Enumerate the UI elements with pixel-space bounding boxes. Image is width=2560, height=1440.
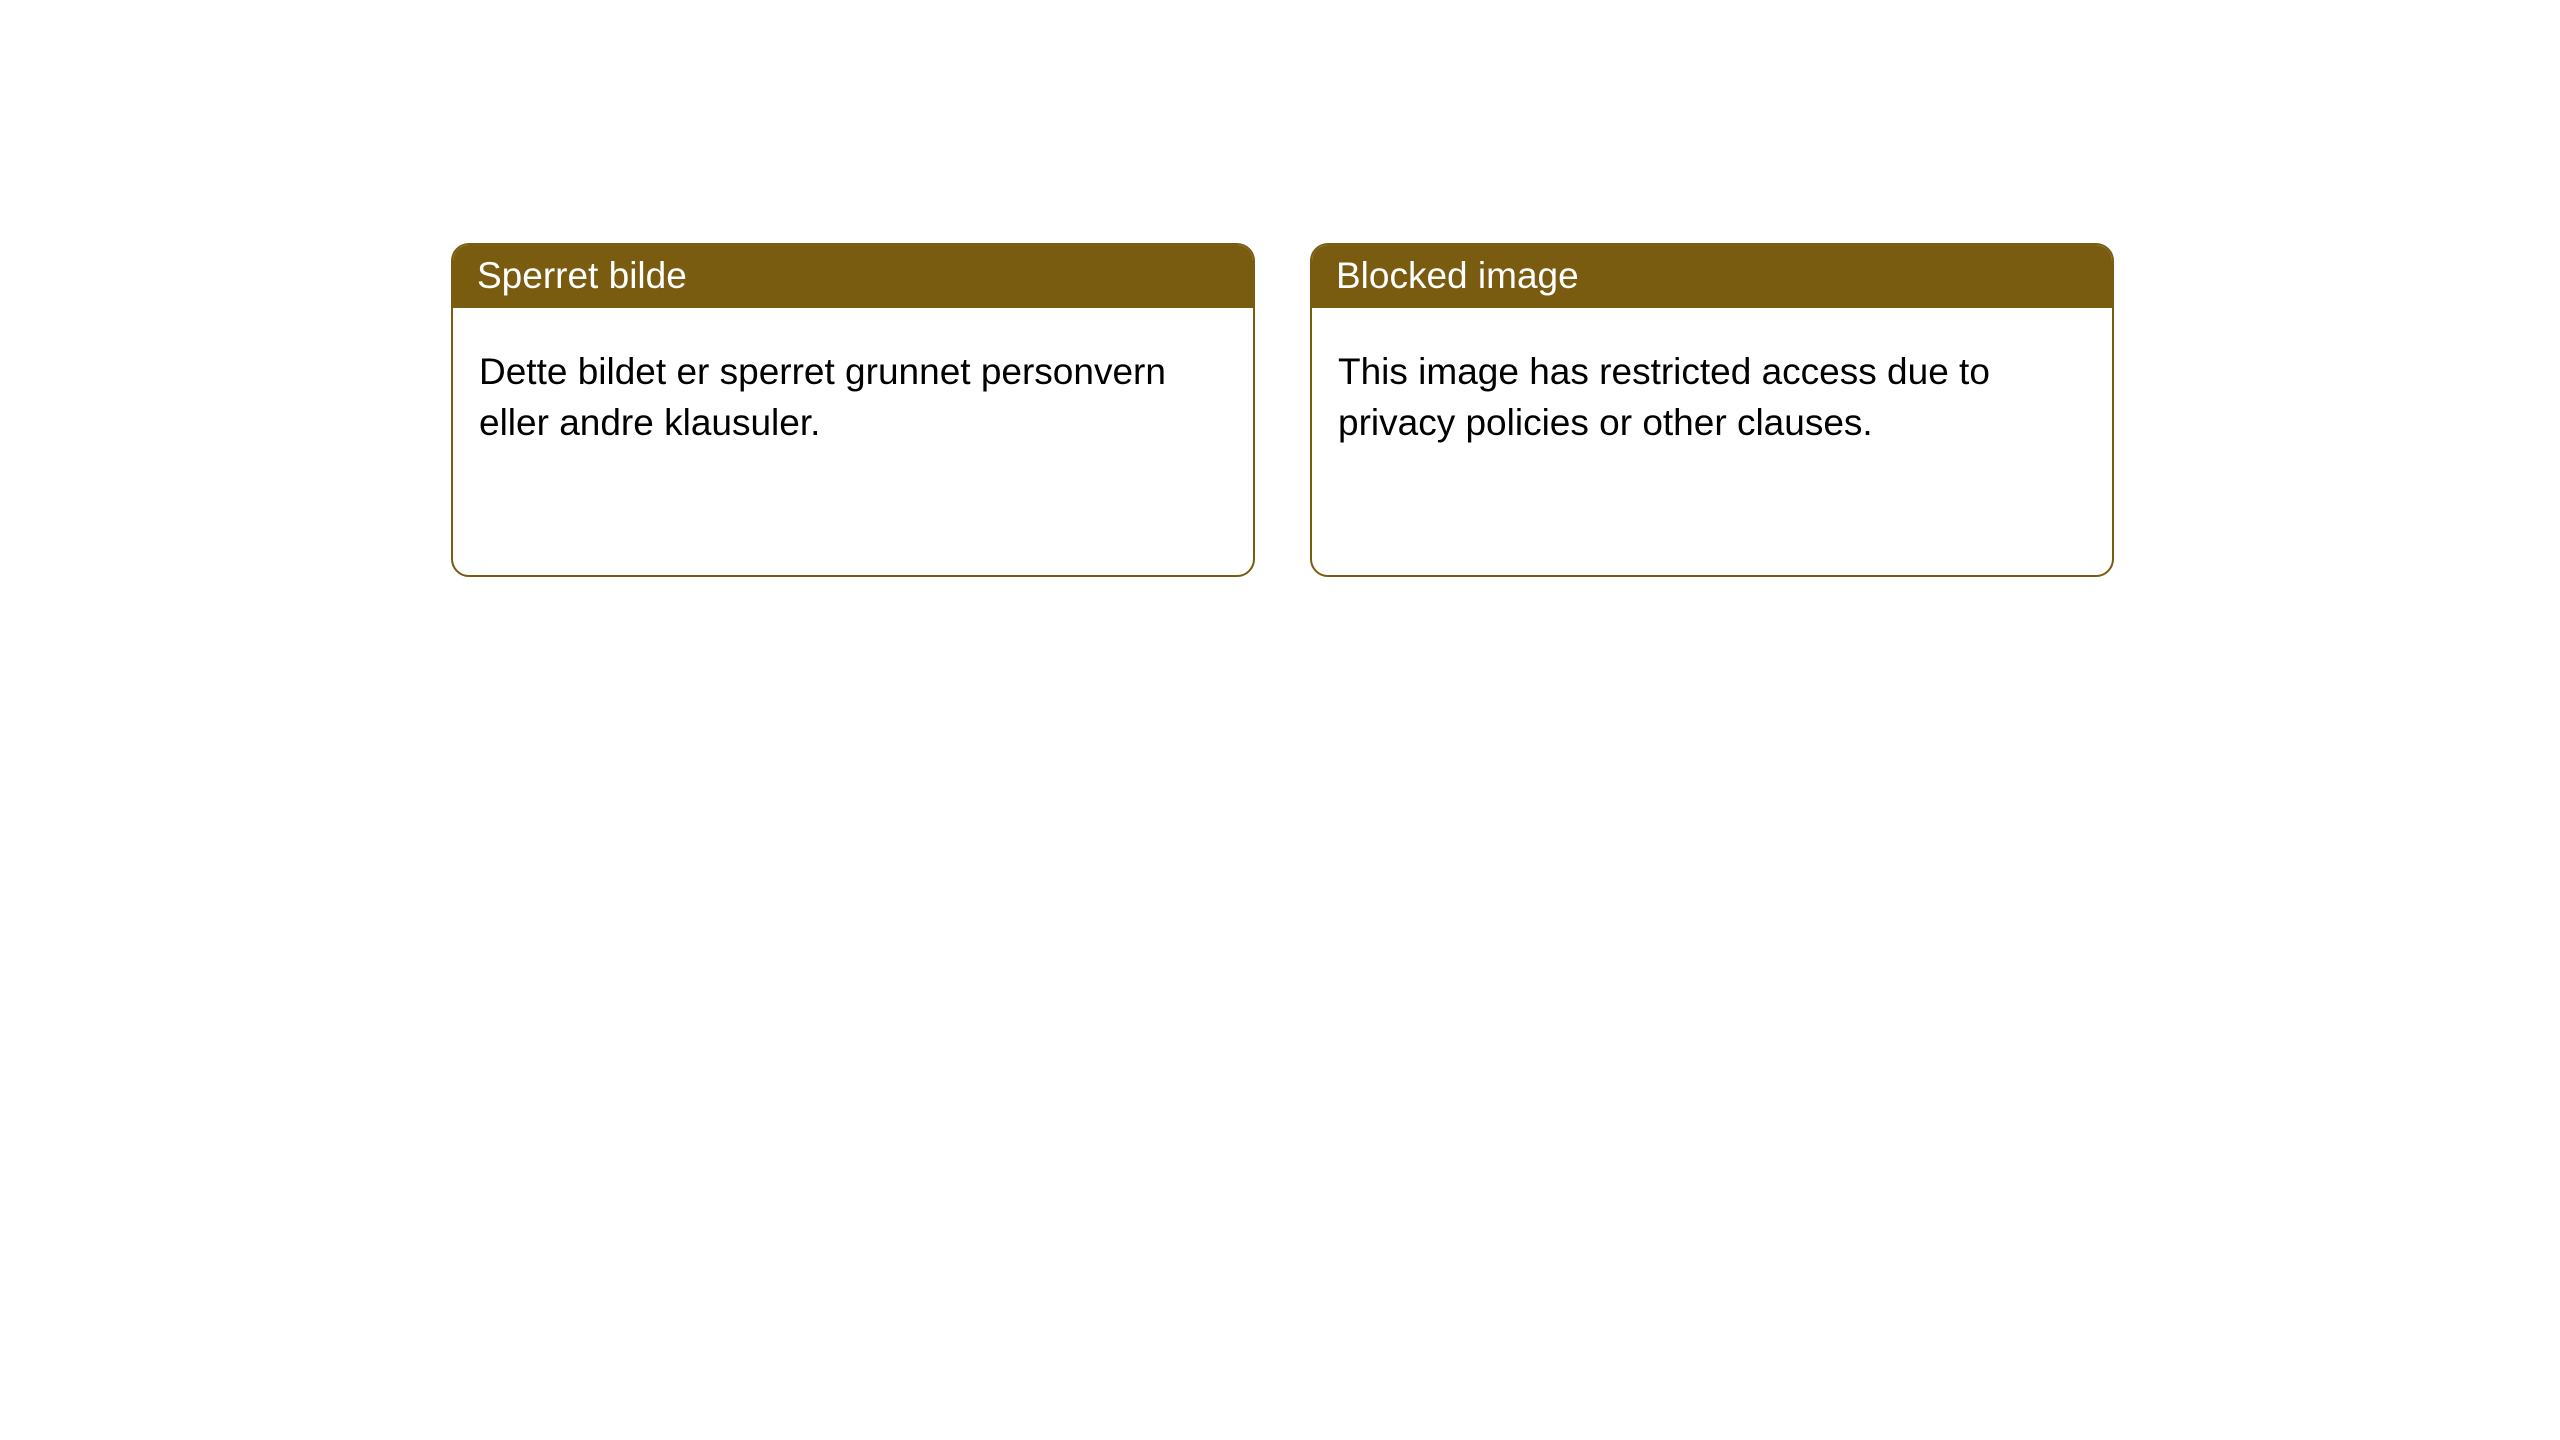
notice-body-en: This image has restricted access due to … (1312, 308, 2112, 468)
notice-card-en: Blocked image This image has restricted … (1310, 243, 2114, 577)
notice-card-no: Sperret bilde Dette bildet er sperret gr… (451, 243, 1255, 577)
notice-body-no: Dette bildet er sperret grunnet personve… (453, 308, 1253, 468)
blocked-image-notice-container: Sperret bilde Dette bildet er sperret gr… (451, 243, 2560, 577)
notice-title-en: Blocked image (1312, 245, 2112, 308)
notice-title-no: Sperret bilde (453, 245, 1253, 308)
